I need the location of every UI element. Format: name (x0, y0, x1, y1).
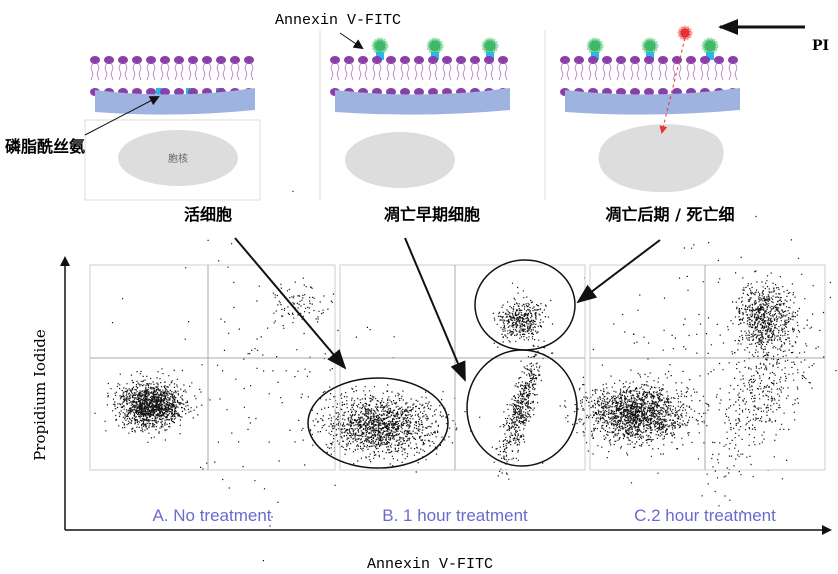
pi-entry-arrow (659, 37, 686, 134)
phosphatidylserine (591, 52, 599, 60)
event-dots (559, 370, 710, 457)
annexin (426, 37, 444, 55)
phosphatidylserine (431, 52, 439, 60)
phosphatidylserine (706, 52, 714, 60)
event-dots (94, 368, 203, 443)
x-axis-label: Annexin V-FITC (367, 556, 493, 573)
event-dots (294, 384, 481, 473)
nucleus (345, 132, 455, 188)
cell-frame (84, 119, 261, 201)
panel-label: A. No treatment (152, 506, 271, 525)
annexin (641, 37, 659, 55)
pi-label: PI (812, 38, 829, 54)
quadrant-lines (90, 265, 825, 470)
pointer-arrow (404, 237, 466, 382)
ps-label: 磷脂酰丝氨 (5, 137, 85, 156)
stage-label: 凋亡后期 / 死亡细 (606, 205, 735, 224)
pointer-arrow (576, 239, 661, 304)
lipid-heads (90, 56, 254, 96)
lipid-tails (560, 61, 738, 81)
panel-label: C.2 hour treatment (634, 506, 776, 525)
cytoplasm (95, 88, 255, 115)
pi-dye (677, 25, 693, 41)
annexin (586, 37, 604, 55)
y-axis-label: Propidium Iodide (31, 329, 49, 461)
ps-arrow (84, 96, 160, 136)
lipid-tails (330, 61, 508, 81)
cytoplasm (565, 88, 740, 115)
marker-label: Annexin V-FITC (275, 12, 401, 29)
event-dots (492, 282, 554, 352)
stage-label: 活细胞 (184, 205, 232, 224)
flow-plots: A. No treatment B. 1 hour treatment C.2 … (31, 190, 837, 573)
nucleus (118, 130, 238, 186)
nucleus (598, 124, 724, 193)
event-dots (111, 190, 395, 562)
stage-label: 凋亡早期细胞 (384, 205, 480, 224)
annexin-arrow (339, 32, 364, 50)
panel-label: B. 1 hour treatment (382, 506, 528, 525)
phosphatidylserine (646, 52, 654, 60)
phosphatidylserine (376, 52, 384, 60)
annexin (701, 37, 719, 55)
pointer-arrow (234, 237, 347, 370)
gate-circle (307, 377, 449, 469)
annotations (234, 237, 661, 469)
gate-circle (466, 349, 578, 467)
cell-illustrations: Annexin V-FITC PI 磷脂酰丝氨 胞核 活细胞 凋亡早期细胞 凋亡… (5, 12, 829, 224)
gate-circle (474, 259, 576, 351)
phosphatidylserine (486, 52, 494, 60)
lipid-heads (330, 56, 508, 96)
annexin (481, 37, 499, 55)
lipid-heads (560, 56, 738, 96)
plot-frame (589, 264, 826, 471)
lipid-tails (90, 61, 254, 81)
annexin (371, 37, 389, 55)
nucleus-label: 胞核 (168, 152, 188, 165)
cytoplasm (335, 88, 510, 115)
event-dots (719, 270, 808, 374)
